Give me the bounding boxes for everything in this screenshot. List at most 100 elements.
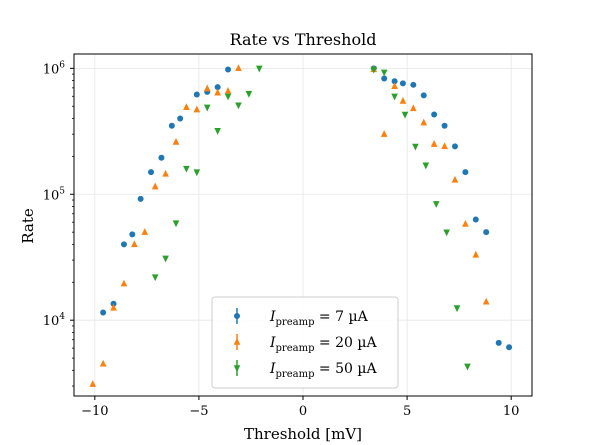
legend-label: Ipreamp = 20 µA: [269, 335, 377, 354]
data-point: [168, 122, 175, 129]
legend-box: [211, 296, 399, 389]
data-point: [495, 339, 502, 346]
data-point: [453, 305, 461, 313]
data-point: [391, 93, 398, 101]
legend-marker: [233, 337, 241, 345]
data-point: [401, 111, 409, 119]
tick-layer: −10 −5 0 5 10 104 105 106: [43, 60, 520, 419]
data-point: [214, 88, 221, 96]
data-point: [110, 303, 117, 311]
x-tick-label: 5: [403, 404, 411, 419]
legend-item: Ipreamp = 20 µA: [233, 334, 377, 354]
data-point: [214, 127, 221, 135]
data-point: [89, 380, 97, 387]
data-point: [177, 115, 184, 122]
legend-label: Ipreamp = 50 µA: [269, 361, 377, 380]
data-point: [235, 102, 242, 110]
data-point: [370, 66, 378, 74]
series-1: [100, 65, 513, 351]
data-point: [193, 105, 201, 113]
data-point: [391, 82, 398, 90]
data-point: [441, 122, 448, 129]
series-3: [151, 65, 471, 371]
legend-item: Ipreamp = 50 µA: [233, 360, 377, 380]
data-point: [151, 274, 159, 282]
x-tick-label: −5: [189, 404, 208, 419]
data-point: [412, 143, 419, 151]
data-point: [483, 229, 490, 236]
y-tick-label: 105: [43, 186, 66, 203]
data-point: [506, 344, 513, 351]
data-point: [158, 154, 165, 161]
data-point: [137, 195, 144, 202]
data-point: [100, 309, 107, 316]
data-point: [193, 169, 201, 177]
data-point: [141, 228, 149, 235]
data-point: [214, 84, 221, 91]
data-point: [399, 80, 406, 87]
data-point: [203, 84, 211, 92]
legend-marker: [234, 313, 240, 319]
data-point: [391, 78, 398, 85]
data-point: [120, 241, 127, 248]
data-point: [110, 300, 117, 307]
y-axis-label: Rate: [19, 208, 37, 244]
data-point: [420, 118, 428, 126]
data-point: [380, 130, 388, 137]
x-axis-label: Threshold [mV]: [244, 425, 362, 443]
x-tick-label: −10: [81, 404, 108, 419]
data-point: [148, 169, 155, 176]
y-tick-label: 106: [43, 60, 66, 77]
data-point: [482, 297, 490, 305]
data-point: [422, 162, 430, 170]
data-point: [472, 216, 479, 223]
series-layer: [89, 64, 513, 387]
data-point: [183, 103, 190, 111]
data-point: [172, 137, 180, 145]
data-point: [431, 111, 438, 118]
data-point: [120, 279, 128, 287]
data-point: [443, 229, 450, 237]
legend: Ipreamp = 7 µA Ipreamp = 20 µA Ipreamp = 5…: [211, 296, 399, 389]
data-point: [441, 142, 448, 150]
data-point: [162, 255, 169, 263]
data-point: [380, 69, 388, 77]
data-point: [183, 165, 190, 173]
data-point: [472, 250, 480, 258]
legend-item: Ipreamp = 7 µA: [234, 308, 369, 328]
series-2: [89, 64, 490, 387]
data-point: [464, 363, 471, 371]
chart-title: Rate vs Threshold: [230, 30, 377, 49]
data-point: [172, 220, 180, 228]
y-tick-label: 104: [43, 312, 66, 329]
data-point: [224, 93, 232, 101]
data-point: [224, 86, 232, 94]
data-point: [451, 175, 459, 183]
data-point: [420, 92, 427, 99]
data-point: [399, 96, 407, 104]
data-point: [151, 182, 159, 190]
data-point: [245, 90, 253, 98]
data-point: [193, 91, 200, 98]
data-point: [162, 169, 169, 177]
data-point: [235, 64, 242, 72]
data-point: [131, 240, 138, 248]
data-point: [129, 231, 136, 238]
data-point: [99, 359, 107, 367]
legend-marker: [233, 365, 241, 373]
data-point: [203, 104, 211, 112]
data-point: [462, 219, 469, 227]
data-point: [410, 81, 417, 88]
legend-label: Ipreamp = 7 µA: [269, 309, 369, 328]
data-point: [381, 75, 388, 82]
x-tick-label: 0: [299, 404, 307, 419]
data-point: [432, 201, 440, 208]
data-point: [225, 66, 232, 73]
data-point: [451, 143, 458, 150]
x-tick-label: 10: [503, 404, 520, 419]
data-point: [430, 140, 438, 147]
data-point: [462, 169, 469, 176]
data-point: [255, 65, 263, 73]
data-point: [410, 104, 417, 112]
